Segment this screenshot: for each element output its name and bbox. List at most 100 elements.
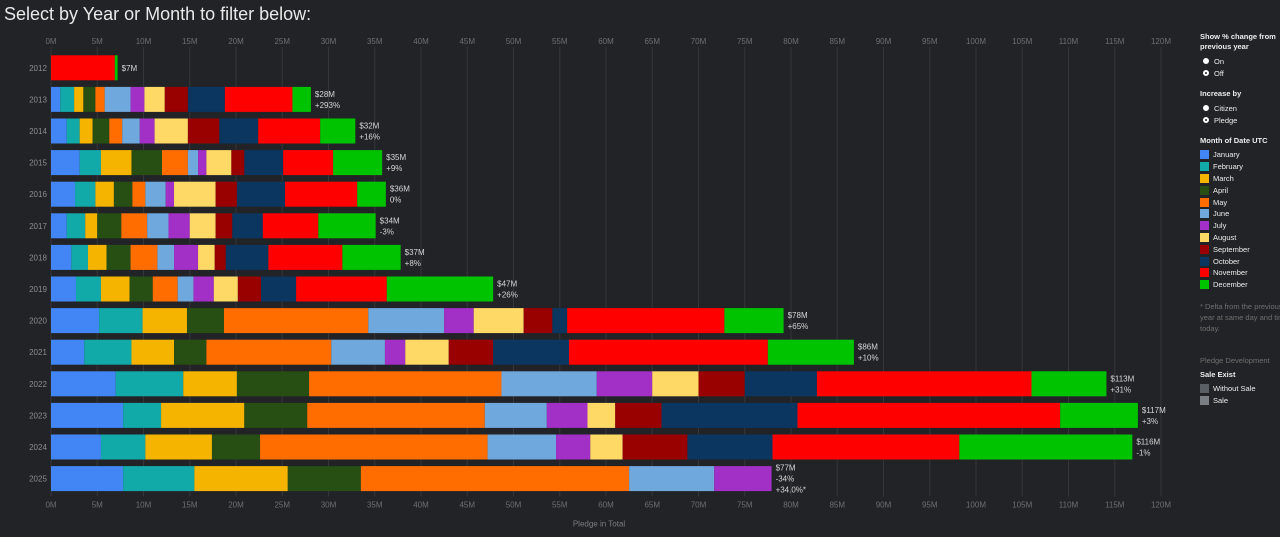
bar-segment-2024-april[interactable] (211, 434, 261, 460)
bar-segment-2023-september[interactable] (615, 402, 662, 428)
bar-segment-2017-march[interactable] (85, 213, 98, 239)
bar-segment-2023-june[interactable] (484, 402, 547, 428)
bar-segment-2021-july[interactable] (384, 339, 406, 365)
bar-segment-2013-october[interactable] (187, 86, 225, 112)
increase-by-citizen-radio[interactable]: Citizen (1200, 102, 1280, 114)
bar-segment-2022-july[interactable] (596, 371, 653, 397)
bar-segment-2015-may[interactable] (162, 150, 188, 176)
bar-segment-2020-july[interactable] (444, 308, 474, 334)
bar-segment-2014-january[interactable] (51, 118, 67, 144)
bar-segment-2025-july[interactable] (714, 466, 772, 492)
bar-segment-2023-january[interactable] (51, 402, 124, 428)
bar-segment-2019-march[interactable] (100, 276, 130, 302)
bar-segment-2018-august[interactable] (198, 244, 215, 270)
bar-segment-2015-april[interactable] (131, 150, 162, 176)
bar-segment-2024-july[interactable] (556, 434, 591, 460)
bar-segment-2022-december[interactable] (1031, 371, 1107, 397)
bar-segment-2017-october[interactable] (232, 213, 263, 239)
bar-segment-2013-april[interactable] (83, 86, 96, 112)
bar-segment-2021-january[interactable] (51, 339, 85, 365)
bar-segment-2015-august[interactable] (206, 150, 232, 176)
bar-segment-2017-june[interactable] (147, 213, 169, 239)
bar-segment-2020-february[interactable] (99, 308, 143, 334)
bar-segment-2020-march[interactable] (142, 308, 187, 334)
bar-segment-2025-february[interactable] (123, 466, 195, 492)
bar-segment-2018-november[interactable] (268, 244, 343, 270)
bar-segment-2024-november[interactable] (772, 434, 960, 460)
bar-segment-2012-november[interactable] (51, 55, 115, 81)
bar-segment-2023-may[interactable] (307, 402, 485, 428)
bar-segment-2013-may[interactable] (95, 86, 105, 112)
bar-segment-2015-june[interactable] (187, 150, 199, 176)
bar-segment-2023-december[interactable] (1060, 402, 1138, 428)
legend-item-february[interactable]: February (1200, 161, 1280, 173)
bar-segment-2019-may[interactable] (152, 276, 178, 302)
legend-item-may[interactable]: May (1200, 196, 1280, 208)
bar-segment-2015-december[interactable] (333, 150, 383, 176)
bar-segment-2020-november[interactable] (567, 308, 725, 334)
legend-item-december[interactable]: December (1200, 279, 1280, 291)
bar-segment-2014-october[interactable] (219, 118, 259, 144)
bar-segment-2016-november[interactable] (285, 181, 358, 207)
bar-segment-2019-january[interactable] (51, 276, 76, 302)
bar-segment-2017-january[interactable] (51, 213, 67, 239)
bar-segment-2023-april[interactable] (244, 402, 308, 428)
bar-segment-2013-july[interactable] (130, 86, 145, 112)
bar-segment-2016-june[interactable] (145, 181, 166, 207)
bar-segment-2014-september[interactable] (187, 118, 220, 144)
bar-segment-2021-june[interactable] (331, 339, 385, 365)
bar-segment-2023-august[interactable] (587, 402, 616, 428)
bar-segment-2023-october[interactable] (661, 402, 798, 428)
bar-segment-2016-march[interactable] (95, 181, 114, 207)
bar-segment-2022-november[interactable] (816, 371, 1032, 397)
bar-segment-2021-august[interactable] (405, 339, 449, 365)
bar-segment-2015-july[interactable] (198, 150, 207, 176)
bar-segment-2015-january[interactable] (51, 150, 80, 176)
bar-segment-2022-october[interactable] (744, 371, 817, 397)
bar-segment-2022-march[interactable] (183, 371, 237, 397)
bar-segment-2018-july[interactable] (174, 244, 199, 270)
bar-segment-2013-january[interactable] (51, 86, 61, 112)
bar-segment-2016-april[interactable] (113, 181, 133, 207)
bar-segment-2018-october[interactable] (225, 244, 269, 270)
pct-change-on-radio[interactable]: On (1200, 55, 1280, 67)
bar-segment-2020-january[interactable] (51, 308, 100, 334)
bar-segment-2024-august[interactable] (590, 434, 623, 460)
bar-segment-2018-may[interactable] (130, 244, 158, 270)
bar-segment-2024-september[interactable] (622, 434, 688, 460)
bar-segment-2020-december[interactable] (724, 308, 784, 334)
bar-segment-2018-april[interactable] (106, 244, 131, 270)
bar-segment-2022-september[interactable] (698, 371, 745, 397)
bar-segment-2017-may[interactable] (121, 213, 148, 239)
bar-segment-2016-july[interactable] (165, 181, 175, 207)
bar-segment-2013-february[interactable] (60, 86, 75, 112)
bar-segment-2016-december[interactable] (357, 181, 386, 207)
legend-item-october[interactable]: October (1200, 255, 1280, 267)
bar-segment-2020-june[interactable] (368, 308, 445, 334)
bar-segment-2023-july[interactable] (546, 402, 588, 428)
bar-segment-2014-april[interactable] (92, 118, 110, 144)
legend-item-april[interactable]: April (1200, 184, 1280, 196)
bar-segment-2017-september[interactable] (215, 213, 233, 239)
bar-segment-2017-april[interactable] (97, 213, 122, 239)
bar-segment-2022-february[interactable] (115, 371, 184, 397)
bar-segment-2024-february[interactable] (100, 434, 146, 460)
bar-segment-2019-february[interactable] (75, 276, 101, 302)
bar-segment-2023-february[interactable] (123, 402, 162, 428)
sale-item-without-sale[interactable]: Without Sale (1200, 383, 1280, 395)
bar-segment-2021-may[interactable] (206, 339, 332, 365)
bar-segment-2022-april[interactable] (236, 371, 310, 397)
bar-segment-2015-october[interactable] (244, 150, 284, 176)
bar-segment-2021-march[interactable] (131, 339, 175, 365)
bar-segment-2014-august[interactable] (154, 118, 188, 144)
bar-segment-2017-august[interactable] (189, 213, 216, 239)
bar-segment-2021-december[interactable] (767, 339, 854, 365)
bar-segment-2015-september[interactable] (231, 150, 245, 176)
bar-segment-2016-october[interactable] (236, 181, 286, 207)
bar-segment-2013-june[interactable] (104, 86, 131, 112)
bar-segment-2023-november[interactable] (797, 402, 1061, 428)
legend-item-august[interactable]: August (1200, 232, 1280, 244)
legend-item-september[interactable]: September (1200, 243, 1280, 255)
bar-segment-2022-august[interactable] (652, 371, 699, 397)
bar-segment-2013-november[interactable] (224, 86, 293, 112)
